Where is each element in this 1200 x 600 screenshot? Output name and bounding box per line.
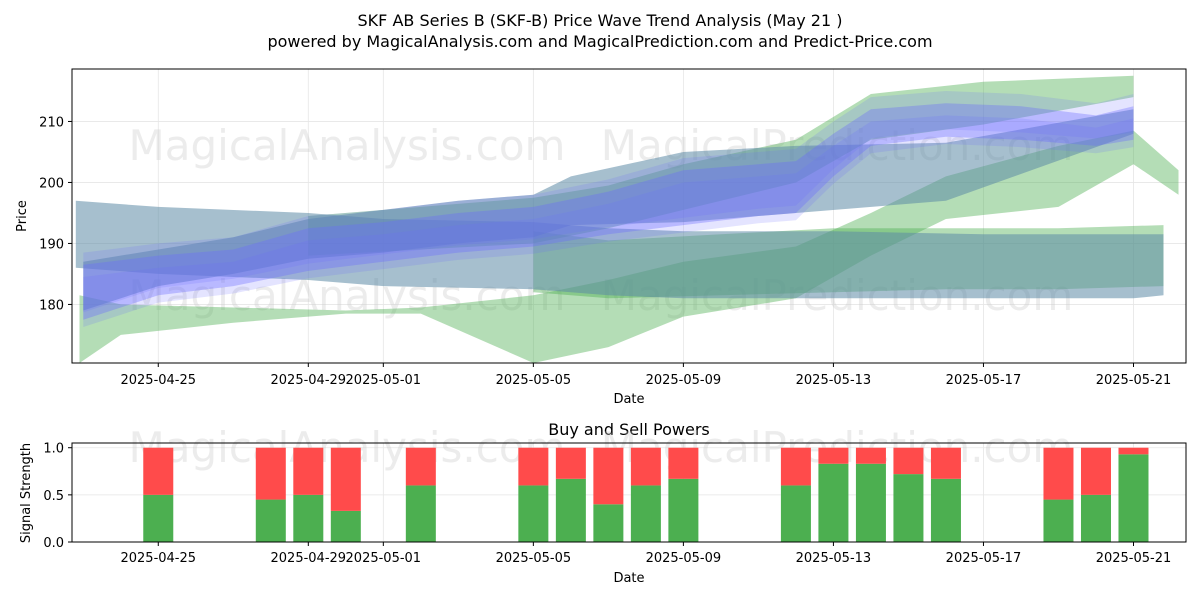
buy-power-bar	[818, 463, 849, 542]
price-panel: MagicalAnalysis.com MagicalPrediction.co…	[15, 68, 1187, 407]
buy-power-bar	[143, 494, 174, 542]
buy-power-bar	[593, 504, 624, 542]
signal-x-tick-label: 2025-05-09	[646, 551, 722, 566]
sell-power-bar	[293, 447, 324, 495]
price-wave-band	[83, 91, 1134, 313]
sell-power-bar	[518, 447, 549, 486]
price-y-tick-label: 200	[39, 176, 64, 191]
chart-title: SKF AB Series B (SKF-B) Price Wave Trend…	[358, 11, 843, 30]
signal-x-tick-label: 2025-05-13	[796, 551, 872, 566]
price-x-axis-label: Date	[613, 392, 644, 407]
signal-x-tick-label: 2025-05-01	[346, 551, 422, 566]
price-bands	[75, 75, 1179, 363]
signal-y-tick-label: 0.5	[43, 489, 64, 504]
price-y-axis-label: Price	[15, 200, 30, 232]
sell-power-bar	[855, 447, 886, 464]
signal-chart-title: Buy and Sell Powers	[548, 420, 710, 439]
signal-bars	[143, 447, 1149, 542]
sell-power-bar	[1080, 447, 1111, 495]
buy-power-bar	[1043, 499, 1074, 542]
buy-power-bar	[668, 478, 699, 542]
price-x-tick-label: 2025-05-17	[946, 373, 1022, 388]
price-x-tick-label: 2025-05-21	[1096, 373, 1172, 388]
sell-power-bar	[1118, 447, 1149, 455]
buy-power-bar	[930, 478, 961, 542]
sell-power-bar	[405, 447, 436, 486]
buy-power-bar	[630, 485, 661, 542]
sell-power-bar	[668, 447, 699, 479]
signal-x-tick-label: 2025-04-25	[120, 551, 196, 566]
price-x-tick-label: 2025-05-09	[646, 373, 722, 388]
price-y-tick-label: 210	[39, 115, 64, 130]
buy-power-bar	[293, 494, 324, 542]
signal-x-tick-label: 2025-05-05	[496, 551, 572, 566]
watermark-left: MagicalAnalysis.com	[129, 121, 566, 170]
chart-subtitle: powered by MagicalAnalysis.com and Magic…	[267, 32, 932, 51]
signal-x-tick-label: 2025-05-17	[946, 551, 1022, 566]
sell-power-bar	[930, 447, 961, 479]
sell-power-bar	[593, 447, 624, 505]
signal-x-tick-label: 2025-05-21	[1096, 551, 1172, 566]
buy-power-bar	[780, 485, 811, 542]
signal-x-axis-label: Date	[613, 571, 644, 586]
sell-power-bar	[330, 447, 361, 511]
price-wave-band	[83, 115, 1134, 328]
sell-power-bar	[1043, 447, 1074, 500]
sell-power-bar	[555, 447, 586, 479]
signal-y-axis-label: Signal Strength	[19, 443, 34, 543]
buy-power-bar	[1118, 454, 1149, 542]
buy-power-bar	[405, 485, 436, 542]
price-x-tick-label: 2025-05-01	[346, 373, 422, 388]
price-plot-frame	[71, 68, 1187, 364]
buy-power-bar	[855, 463, 886, 542]
signal-y-tick-label: 1.0	[43, 442, 64, 457]
buy-power-bar	[1080, 494, 1111, 542]
sell-power-bar	[630, 447, 661, 486]
signal-y-tick-label: 0.0	[43, 536, 64, 551]
price-x-tick-label: 2025-05-13	[796, 373, 872, 388]
signal-plot-frame	[71, 442, 1187, 543]
price-y-tick-label: 190	[39, 237, 64, 252]
buy-power-bar	[893, 474, 924, 542]
price-x-tick-label: 2025-04-29	[271, 373, 347, 388]
signal-panel: Buy and Sell Powers MagicalAnalysis.com …	[19, 420, 1187, 586]
price-y-tick-label: 180	[39, 298, 64, 313]
sell-power-bar	[255, 447, 286, 500]
price-wave-band	[83, 109, 1134, 311]
sell-power-bar	[143, 447, 174, 495]
price-y-ticks: 180 190 200 210	[39, 115, 72, 313]
signal-y-ticks: 0.0 0.5 1.0	[43, 442, 72, 551]
price-wave-band	[83, 103, 1134, 320]
price-x-ticks: 2025-04-25 2025-04-29 2025-05-01 2025-05-05…	[120, 363, 1171, 388]
sell-power-bar	[893, 447, 924, 475]
price-x-tick-label: 2025-05-05	[496, 373, 572, 388]
buy-power-bar	[518, 485, 549, 542]
buy-power-bar	[555, 478, 586, 542]
buy-power-bar	[255, 499, 286, 542]
price-wave-band	[75, 200, 1164, 299]
sell-power-bar	[818, 447, 849, 464]
price-x-tick-label: 2025-04-25	[120, 373, 196, 388]
signal-x-tick-label: 2025-04-29	[271, 551, 347, 566]
sell-power-bar	[780, 447, 811, 486]
buy-power-bar	[330, 510, 361, 542]
signal-x-ticks: 2025-04-25 2025-04-29 2025-05-01 2025-05-05…	[120, 542, 1171, 566]
